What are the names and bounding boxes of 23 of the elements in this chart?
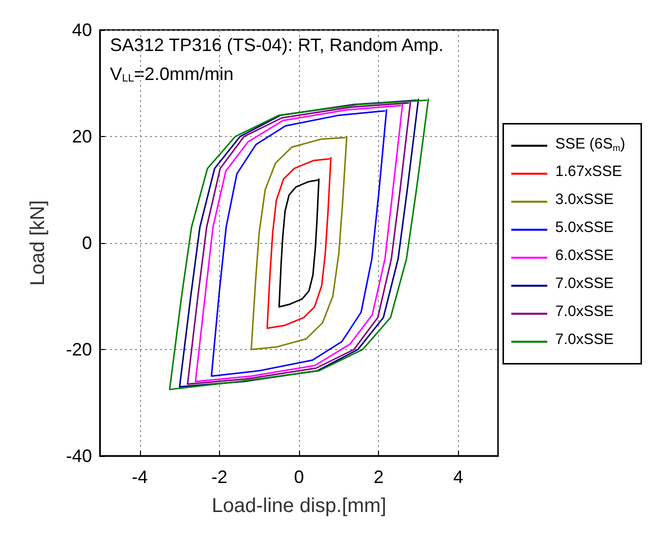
y-tick-label: 20	[72, 126, 92, 146]
legend-label: 5.0xSSE	[555, 218, 614, 236]
y-tick-label: -20	[66, 340, 92, 360]
line-series	[266, 157, 332, 329]
x-tick-label: -2	[211, 467, 228, 487]
x-tick-label: 0	[294, 467, 304, 487]
line-series	[210, 109, 388, 377]
x-axis-title: Load-line disp.[mm]	[212, 495, 386, 517]
y-tick-label: 40	[72, 20, 92, 40]
line-series	[250, 136, 348, 350]
legend-label: 7.0xSSE	[555, 330, 614, 348]
legend-label: 7.0xSSE	[555, 274, 614, 292]
x-tick-label: 4	[453, 467, 464, 487]
x-tick-label: -4	[132, 467, 148, 487]
legend-label: 6.0xSSE	[555, 246, 614, 264]
legend-label: 7.0xSSE	[555, 302, 614, 320]
y-tick-label: -40	[66, 446, 92, 466]
y-tick-label: 0	[82, 233, 92, 253]
legend-label: 3.0xSSE	[555, 190, 614, 208]
legend-label: 1.67xSSE	[555, 162, 622, 180]
y-axis-title: Load [kN]	[27, 200, 49, 286]
x-tick-label: 2	[374, 467, 384, 487]
line-series	[278, 178, 320, 308]
